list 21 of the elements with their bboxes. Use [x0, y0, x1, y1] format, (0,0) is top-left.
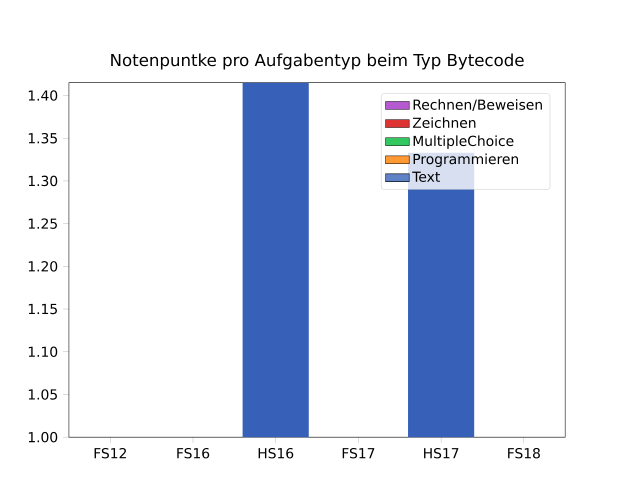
y-tick-label: 1.25 [28, 218, 57, 229]
legend-label: Rechnen/Beweisen [414, 98, 542, 111]
y-tick-label: 1.15 [28, 304, 57, 314]
y-tick-label: 1.30 [28, 175, 58, 186]
y-tick-label: 1.00 [28, 432, 58, 442]
x-tick-label: FS16 [177, 448, 210, 458]
y-tick-label: 1.20 [28, 260, 58, 272]
x-tick-label: FS18 [508, 448, 540, 458]
y-tick-label: 1.40 [28, 90, 58, 101]
legend-label: Text [412, 171, 440, 182]
y-tick-label: 1.10 [28, 346, 58, 357]
legend-label: Zeichnen [412, 117, 476, 128]
y-tick-label: 1.05 [28, 388, 57, 400]
legend-label: MultipleChoice [414, 135, 514, 149]
x-tick-label: FS17 [342, 448, 374, 458]
x-tick-label: HS16 [258, 448, 294, 458]
y-tick-label: 1.35 [28, 132, 57, 144]
chart-title: Notenpuntke pro Aufgabentyp beim Typ Bytecode [111, 53, 524, 70]
legend-label: Programmieren [414, 153, 518, 167]
x-tick-label: HS17 [424, 448, 458, 458]
x-tick-label: FS12 [94, 448, 126, 458]
